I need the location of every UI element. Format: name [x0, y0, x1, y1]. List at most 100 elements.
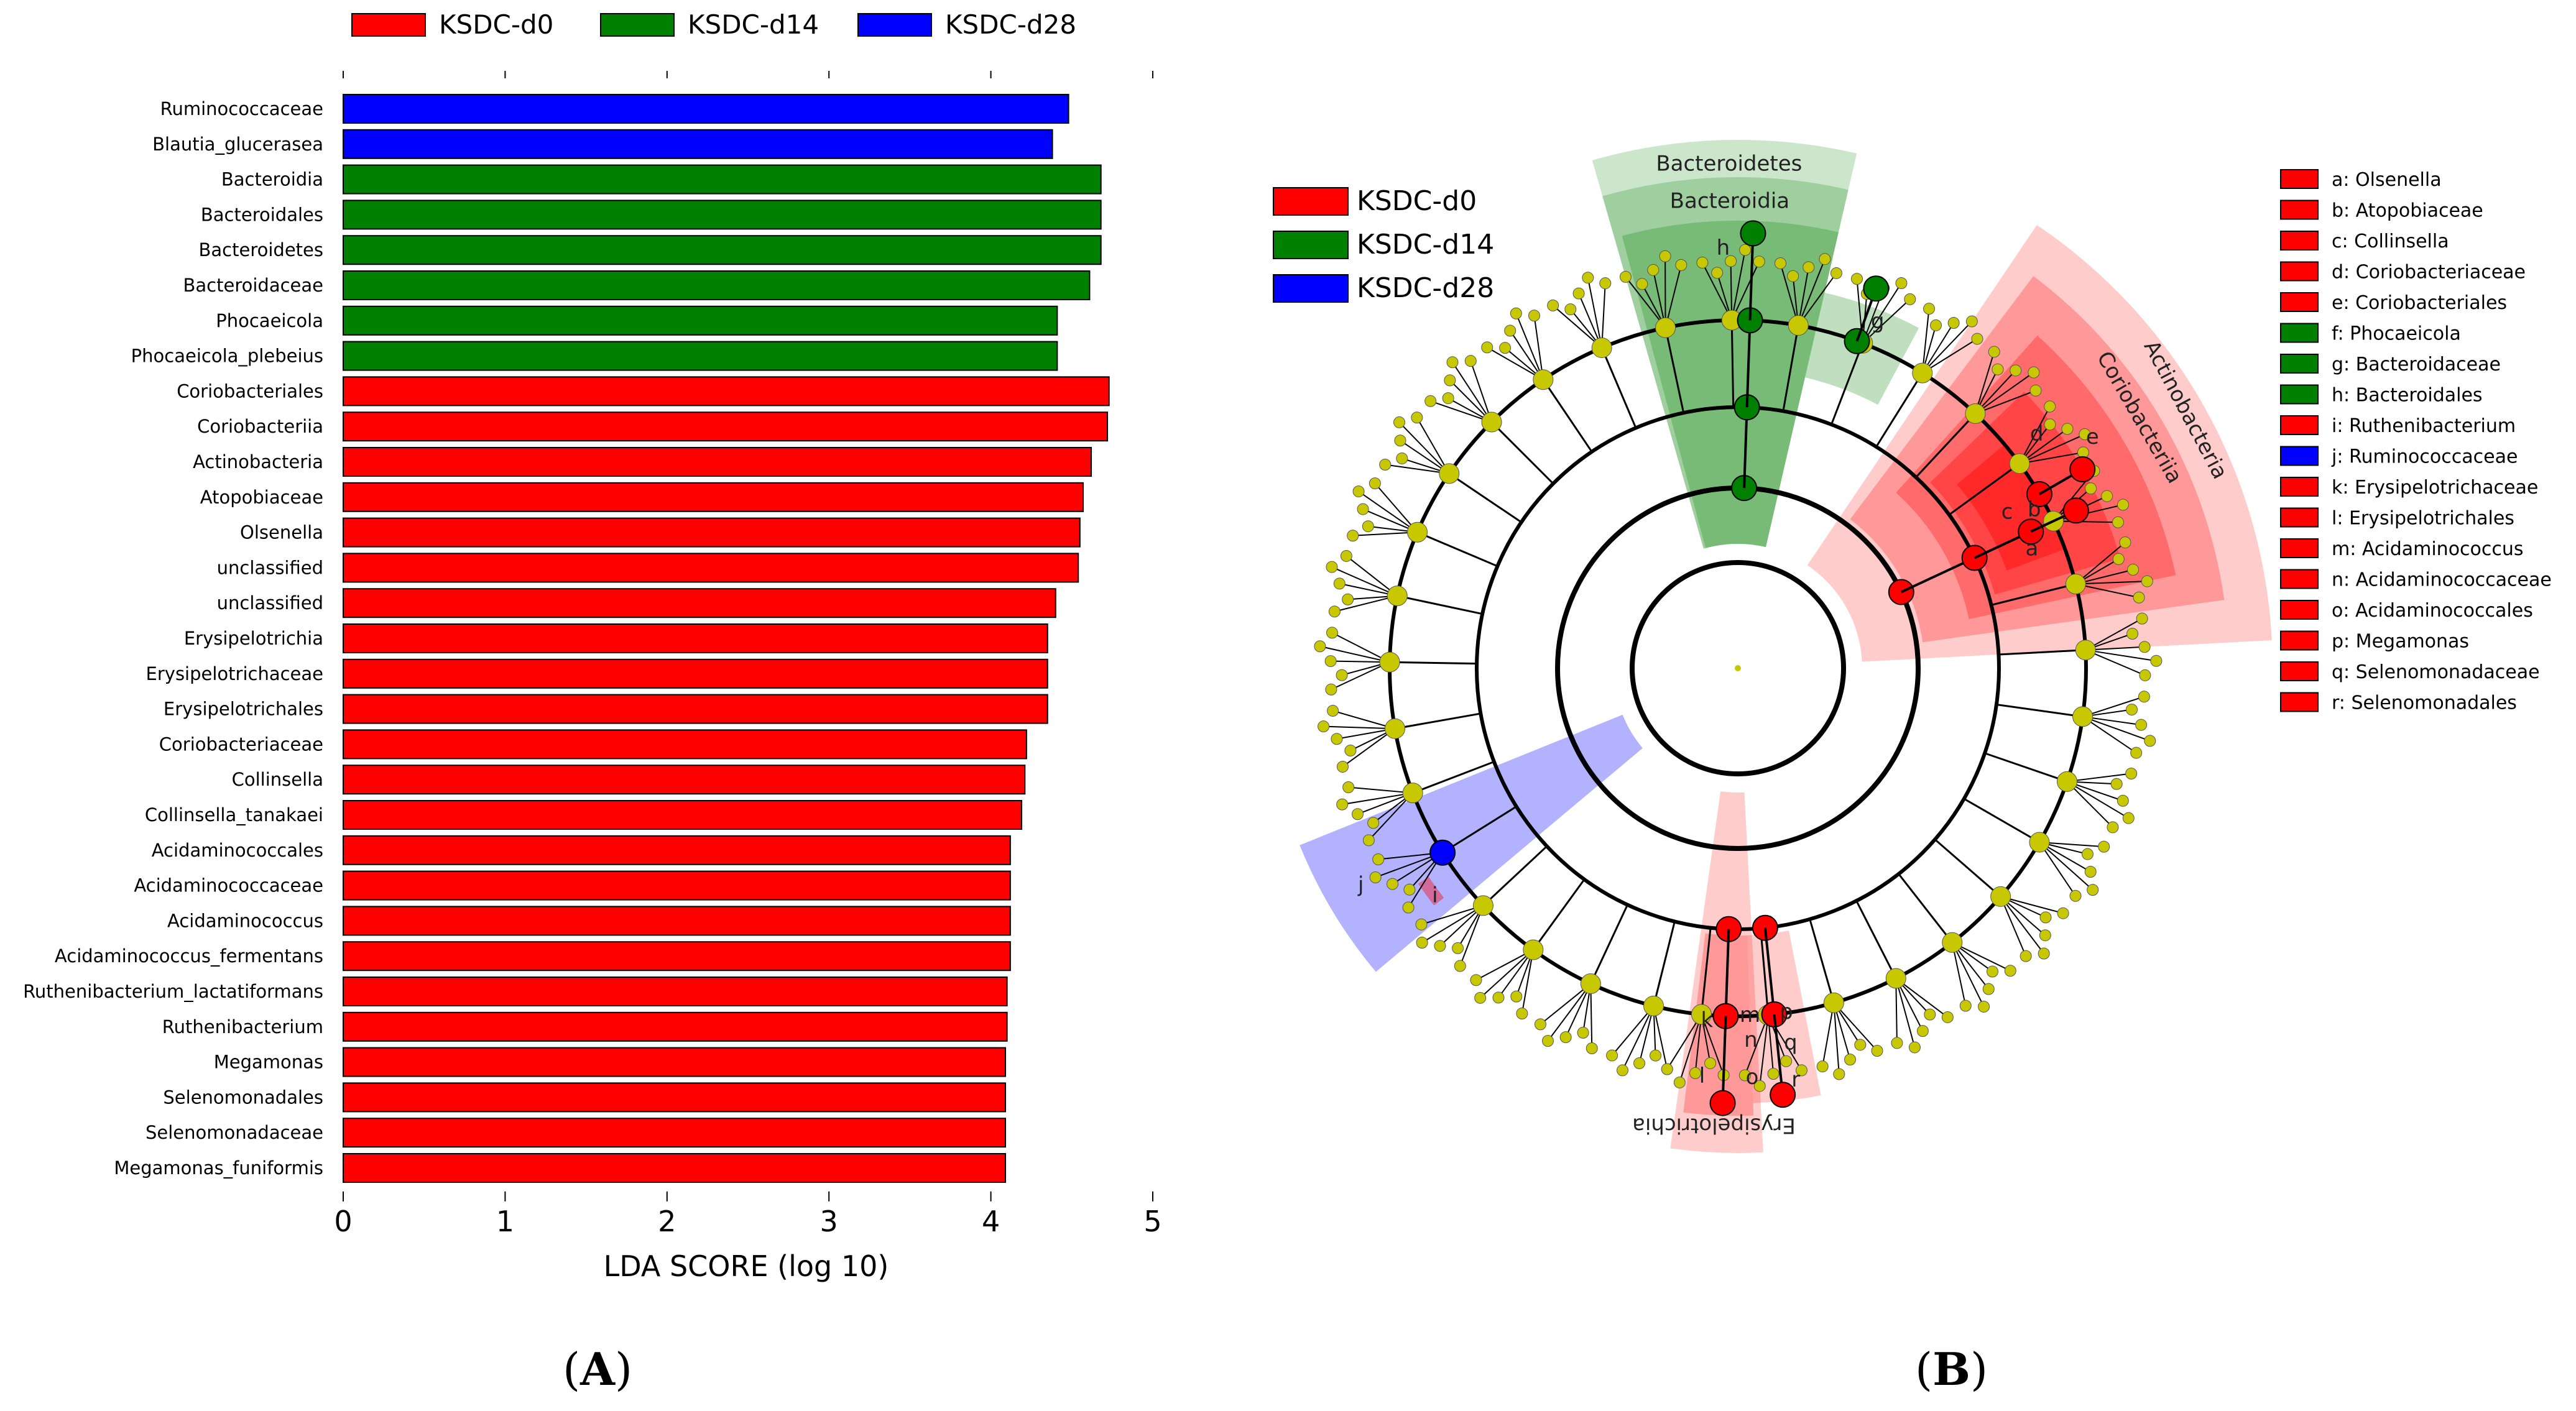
leaf-node — [1851, 273, 1863, 285]
branch — [1895, 978, 1898, 1043]
taxa-key-swatch — [2280, 415, 2319, 435]
taxa-key-swatch — [2280, 200, 2319, 220]
bar-collinsella-tanakaei — [343, 800, 1023, 830]
bar-unclassified — [343, 553, 1079, 583]
branch — [1744, 1014, 1769, 1076]
leaf-node — [1442, 392, 1454, 405]
legend-label-d28: KSDC-d28 — [945, 9, 1076, 40]
node-bacteroidetes-lineage — [1740, 220, 1766, 247]
taxa-key-label: q: Selenomonadaceae — [2332, 661, 2540, 683]
taxa-key-swatch — [2280, 600, 2319, 620]
bar-phocaeicola-plebeius — [343, 341, 1058, 371]
inner-node — [2072, 706, 2094, 727]
branch — [1396, 595, 1483, 615]
leaf-node — [1816, 1060, 1829, 1073]
taxa-key-label: c: Collinsella — [2332, 231, 2449, 252]
inner-node — [1407, 522, 1428, 543]
taxa-key-swatch — [2280, 477, 2319, 497]
branch — [1487, 346, 1544, 380]
leaf-node — [1559, 1031, 1572, 1044]
bar-label: Acidaminococcus — [167, 910, 323, 931]
branch — [1587, 277, 1603, 348]
legend-label-d0: KSDC-d0 — [439, 9, 553, 40]
leaf-node — [1434, 940, 1446, 952]
inner-node — [1643, 995, 1664, 1016]
branch — [1448, 472, 1522, 523]
branch — [1346, 555, 1398, 597]
branch — [1701, 1014, 1725, 1075]
bar-coriobacteriales — [343, 376, 1110, 407]
inner-node — [1823, 992, 1844, 1013]
branch — [1922, 321, 1973, 374]
branch — [1416, 417, 1450, 474]
branch — [1780, 263, 1799, 326]
branch — [1731, 261, 1760, 321]
branch — [1331, 661, 1390, 691]
leaf-node — [2117, 499, 2129, 511]
leaf-node — [2084, 866, 2097, 878]
leaf-node — [1689, 1067, 1702, 1079]
inner-node — [2009, 453, 2030, 474]
leaf-node — [2136, 612, 2148, 625]
leaf-node — [1780, 1055, 1793, 1067]
leaf-node — [1396, 452, 1408, 464]
bar-acidaminococcaceae — [343, 870, 1011, 901]
taxa-key-swatch — [2280, 692, 2319, 712]
leaf-node — [1696, 256, 1709, 269]
bar-label: Selenomonadales — [163, 1087, 323, 1108]
leaf-node — [1753, 1080, 1766, 1092]
clado-legend-label-d14: KSDC-d14 — [1357, 229, 1494, 260]
sector-label: k — [1701, 1008, 1713, 1032]
branch — [1721, 1016, 1727, 1103]
taxa-key-label: j: Ruminococcaceae — [2331, 446, 2518, 468]
sector-label: j — [1357, 873, 1364, 898]
leaf-node — [1470, 974, 1482, 986]
leaf-node — [1767, 1068, 1780, 1080]
leaf-node — [1947, 317, 1960, 329]
lda-bar-chart: KSDC-d0 KSDC-d14 KSDC-d28 Ruminococcaceae Bl… — [23, 9, 1162, 1283]
leaf-node — [1673, 1076, 1686, 1088]
branch — [1759, 1014, 1769, 1087]
leaf-node — [1803, 261, 1815, 273]
branch — [1590, 983, 1593, 1049]
branch — [1589, 904, 1628, 985]
panel-label-b: (B) — [1915, 1343, 1988, 1395]
taxa-key-label: e: Coriobacteriales — [2332, 292, 2507, 314]
inner-node — [1942, 932, 1963, 953]
leaf-node — [1333, 577, 1346, 590]
inner-node — [1691, 1004, 1712, 1025]
taxa-key-swatch — [2280, 446, 2319, 466]
leaf-node — [1616, 1064, 1628, 1077]
leaf-node — [2126, 704, 2138, 716]
node-erysipelotrichia-lineage — [1709, 1090, 1736, 1116]
inner-node — [1912, 362, 1933, 384]
leaf-node — [2020, 950, 2032, 962]
taxa-key-swatch — [2280, 323, 2319, 343]
bar-phocaeicola — [343, 305, 1058, 336]
branch — [1951, 942, 1985, 1007]
bar-label: Megamonas — [214, 1052, 323, 1073]
leaf-node — [1795, 1064, 1807, 1077]
sector-label: a — [2025, 536, 2038, 561]
leaf-node — [2044, 418, 2056, 431]
branch — [2066, 781, 2129, 819]
leaf-node — [1415, 918, 1428, 931]
bar-megamonas-funiformis — [343, 1153, 1007, 1183]
branch — [1934, 839, 2001, 898]
taxa-key-swatch — [2280, 630, 2319, 651]
bar-label: Atopobiaceae — [200, 487, 323, 508]
cladogram: BacteroidetesBacteroidiahgActinobacteria… — [1273, 139, 2552, 1153]
leaf-node — [2139, 669, 2151, 681]
branch — [1666, 1014, 1702, 1070]
branch — [2039, 842, 2076, 896]
branch — [1731, 249, 1746, 321]
inner-node — [1439, 463, 1460, 484]
branch — [1331, 566, 1398, 597]
branch — [1830, 342, 1864, 425]
inner-node — [1591, 338, 1612, 359]
branch — [2000, 896, 2044, 954]
leaf-node — [1424, 395, 1437, 407]
branch — [1895, 978, 1916, 1048]
leaf-node — [2010, 364, 2022, 377]
taxa-key-label: d: Coriobacteriaceae — [2332, 262, 2526, 283]
